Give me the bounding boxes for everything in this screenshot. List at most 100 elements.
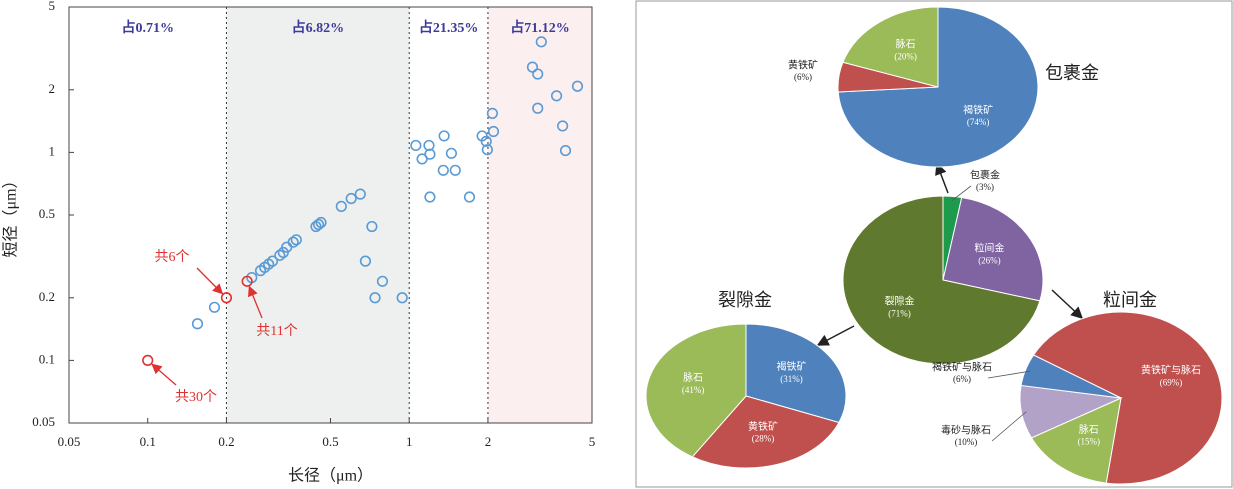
pie-slice: [691, 395, 840, 469]
point: [449, 164, 461, 176]
point: [312, 218, 325, 231]
x-tick-label: 5: [589, 434, 596, 449]
arrow: [816, 325, 855, 346]
panel-border: [635, 0, 1233, 488]
slice-label: 黄铁矿: [788, 58, 818, 71]
point: [532, 102, 544, 114]
pie-slice: [645, 323, 747, 458]
pie-slice: [942, 196, 1044, 302]
arrow: [1051, 289, 1084, 320]
point: [550, 90, 563, 102]
point: [345, 192, 357, 205]
slice-value-label: (10%): [955, 437, 978, 447]
pie-slice: [842, 195, 1041, 365]
slice-label: 毒砂与脉石: [941, 423, 991, 436]
slice-label: 裂隙金: [885, 295, 915, 308]
region-label: 占71.12%: [510, 19, 570, 36]
x-tick-label: 2: [485, 434, 492, 449]
point: [481, 144, 493, 156]
point: [354, 188, 366, 200]
point: [369, 292, 381, 304]
region-label: 占6.82%: [292, 19, 345, 36]
y-tick-label: 0.2: [39, 289, 55, 304]
point: [438, 130, 450, 142]
annotation: 共6个: [155, 249, 190, 265]
point: [557, 120, 569, 132]
pie-slice: [1032, 311, 1223, 485]
point: [424, 191, 436, 203]
x-tick-label: 0.05: [58, 434, 81, 449]
y-tick-label: 1: [49, 143, 56, 158]
x-tick-label: 0.5: [322, 434, 338, 449]
pie-slice: [1030, 397, 1122, 484]
point: [241, 275, 253, 287]
annotation-arrow: [151, 363, 177, 386]
point: [220, 292, 233, 304]
pie-slice: [745, 323, 847, 424]
point: [559, 144, 572, 157]
slice-value-label: (71%): [888, 308, 911, 318]
slice-label: 黄铁矿与脉石: [1141, 364, 1201, 377]
x-tick-label: 0.1: [140, 434, 156, 449]
leader-line: [991, 411, 1027, 442]
point: [437, 164, 449, 176]
point: [396, 292, 408, 304]
pie-title: 裂隙金: [718, 290, 772, 310]
slice-value-label: (15%): [1078, 437, 1101, 447]
point: [487, 125, 500, 138]
point: [290, 234, 302, 246]
pie-panel: 褐铁矿(74%)黄铁矿(6%)脉石(20%)包裹金包裹金(3%)粒间金(26%)…: [645, 6, 1223, 485]
point: [410, 139, 422, 152]
point: [266, 255, 279, 267]
slice-label: 脉石: [896, 38, 916, 51]
slice-value-label: (26%): [978, 255, 1001, 265]
x-tick-label: 0.2: [218, 434, 234, 449]
slice-value-label: (3%): [976, 182, 994, 192]
point: [445, 147, 458, 159]
point: [191, 318, 204, 330]
y-tick-label: 2: [49, 81, 56, 96]
point: [142, 354, 154, 366]
annotation-arrow: [196, 267, 224, 295]
slice-label: 脉石: [683, 371, 703, 384]
point: [486, 107, 498, 119]
slice-label: 褐铁矿: [963, 103, 993, 116]
slice-label: 脉石: [1079, 423, 1099, 436]
point: [532, 68, 544, 80]
leader-line: [951, 185, 972, 201]
region: [409, 7, 488, 423]
pie-slice: [842, 6, 939, 88]
slice-value-label: (20%): [894, 51, 917, 61]
region: [487, 7, 592, 423]
y-tick-label: 0.1: [39, 351, 55, 366]
point: [315, 216, 327, 229]
x-axis-label: 长径（μm）: [288, 467, 373, 485]
x-tick-label: 1: [406, 434, 413, 449]
slice-label: 粒间金: [974, 242, 1004, 255]
leader-line: [987, 370, 1031, 379]
slice-label: 褐铁矿与脉石: [932, 360, 992, 373]
point: [535, 36, 547, 48]
point: [463, 191, 476, 203]
region-label: 占21.35%: [419, 19, 479, 36]
point: [335, 200, 347, 212]
point: [571, 80, 584, 92]
slice-value-label: (6%): [953, 374, 971, 384]
slice-value-label: (74%): [967, 117, 990, 127]
slice-value-label: (31%): [780, 374, 803, 384]
annotation: 共30个: [175, 389, 217, 405]
region: [226, 7, 410, 423]
pie-title: 包裹金: [1045, 63, 1099, 83]
point: [366, 220, 378, 233]
point: [416, 153, 428, 165]
region-label: 占0.71%: [121, 19, 174, 36]
y-axis-label: 短径（μm）: [2, 172, 20, 257]
annotation: 共11个: [256, 323, 297, 339]
point: [526, 61, 539, 73]
annotation-arrow: [247, 285, 263, 319]
arrow: [935, 162, 949, 194]
slice-label: 包裹金: [970, 168, 1000, 181]
point: [359, 255, 372, 267]
pie-slice: [1020, 354, 1122, 399]
